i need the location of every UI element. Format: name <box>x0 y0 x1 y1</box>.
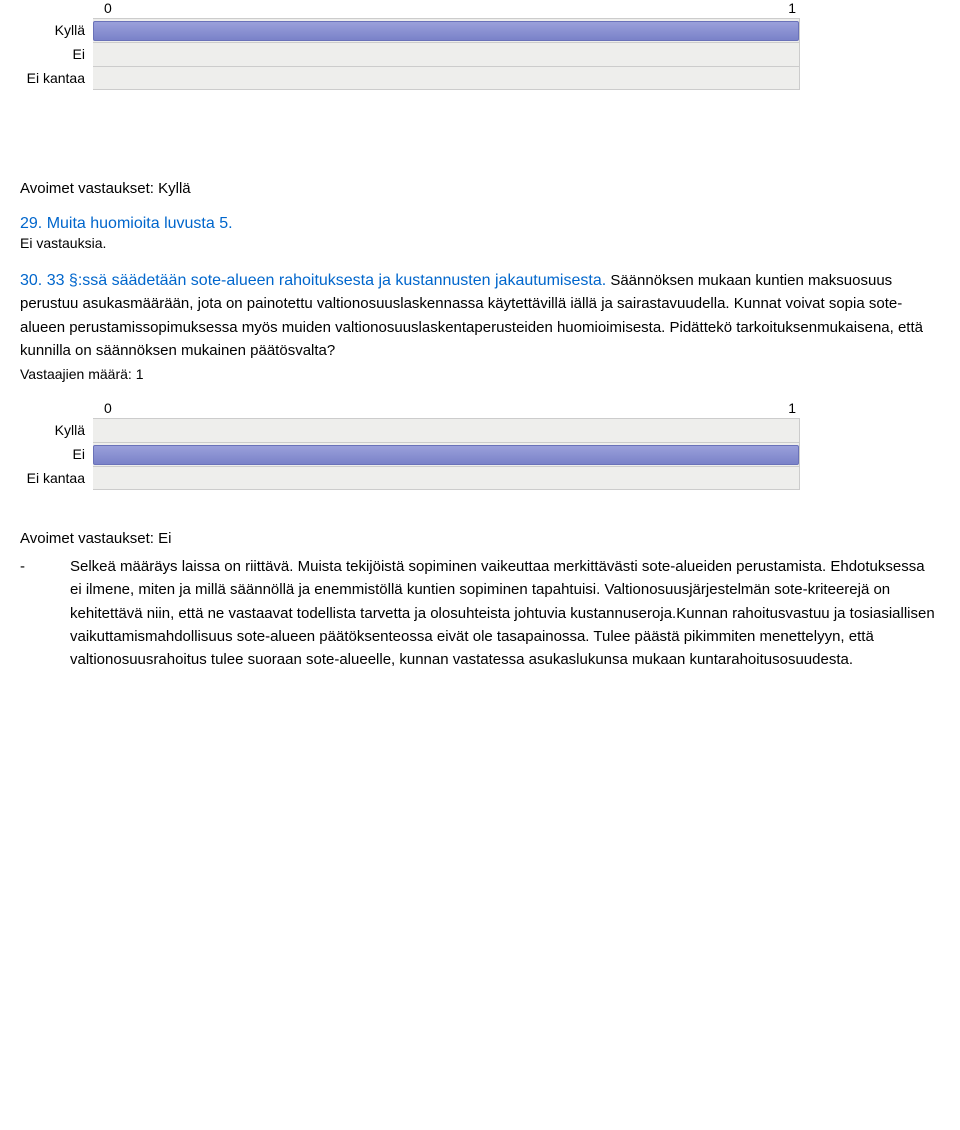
bar-track <box>93 18 799 42</box>
bar-label: Kyllä <box>13 22 93 38</box>
bar-track <box>93 66 799 90</box>
chart-body: KylläEiEi kantaa <box>100 18 800 90</box>
q29-sub: Ei vastauksia. <box>20 235 940 251</box>
bar-row: Ei <box>101 42 799 66</box>
axis-min: 0 <box>104 400 112 416</box>
answer-dash: - <box>20 555 70 671</box>
q29-heading: 29. Muita huomioita luvusta 5. <box>20 215 940 233</box>
bar-label: Ei <box>13 446 93 462</box>
axis-min: 0 <box>104 0 112 16</box>
bar-track <box>93 42 799 66</box>
bar-fill <box>93 21 799 41</box>
bar-row: Ei <box>101 442 799 466</box>
chart-body: KylläEiEi kantaa <box>100 418 800 490</box>
bar-label: Ei kantaa <box>13 470 93 486</box>
open-answers-label-2: Avoimet vastaukset: Ei <box>20 530 940 547</box>
bar-label: Ei <box>13 46 93 62</box>
q30-heading: 30. 33 §:ssä säädetään sote-alueen rahoi… <box>20 272 606 289</box>
axis-row: 0 1 <box>100 400 800 418</box>
bar-fill <box>93 445 799 465</box>
axis-max: 1 <box>788 400 796 416</box>
bar-track <box>93 418 799 442</box>
bar-track <box>93 442 799 466</box>
bar-row: Kyllä <box>101 18 799 42</box>
bar-row: Ei kantaa <box>101 66 799 90</box>
open-answer-item: - Selkeä määräys laissa on riittävä. Mui… <box>20 555 940 671</box>
bar-row: Ei kantaa <box>101 466 799 490</box>
axis-row: 0 1 <box>100 0 800 18</box>
bar-label: Ei kantaa <box>13 70 93 86</box>
axis-max: 1 <box>788 0 796 16</box>
bar-track <box>93 466 799 490</box>
bar-label: Kyllä <box>13 422 93 438</box>
chart-q28: 0 1 KylläEiEi kantaa <box>100 0 800 90</box>
answer-text: Selkeä määräys laissa on riittävä. Muist… <box>70 555 940 671</box>
chart-q30: 0 1 KylläEiEi kantaa <box>100 400 800 490</box>
q30-sub: Vastaajien määrä: 1 <box>20 366 940 382</box>
bar-row: Kyllä <box>101 418 799 442</box>
open-answers-label-1: Avoimet vastaukset: Kyllä <box>20 180 940 197</box>
